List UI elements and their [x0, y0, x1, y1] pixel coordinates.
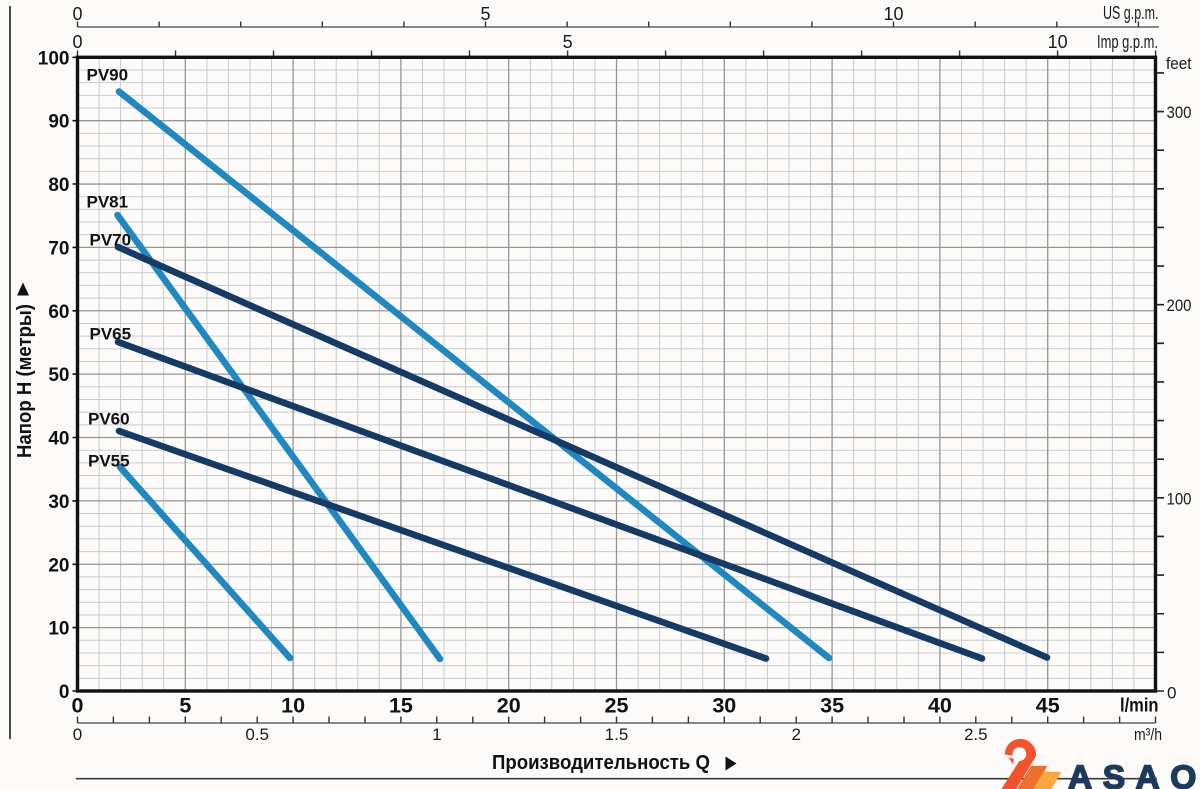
svg-text:300: 300 — [1167, 103, 1192, 122]
svg-text:PV90: PV90 — [87, 66, 129, 85]
svg-text:25: 25 — [605, 694, 629, 718]
svg-text:70: 70 — [48, 238, 69, 259]
svg-text:40: 40 — [928, 694, 952, 718]
svg-text:5: 5 — [563, 32, 573, 52]
svg-text:15: 15 — [389, 694, 413, 718]
svg-text:80: 80 — [48, 175, 69, 196]
svg-text:PV65: PV65 — [90, 325, 132, 344]
svg-text:30: 30 — [712, 694, 736, 718]
svg-text:0: 0 — [59, 682, 70, 703]
svg-text:20: 20 — [497, 694, 521, 718]
svg-text:10: 10 — [1048, 32, 1068, 52]
svg-text:30: 30 — [48, 492, 69, 513]
svg-text:200: 200 — [1167, 296, 1192, 315]
svg-text:0: 0 — [1167, 684, 1176, 703]
svg-text:Напор H (метры): Напор H (метры) — [14, 304, 36, 458]
svg-text:0: 0 — [72, 694, 84, 718]
svg-text:2.5: 2.5 — [964, 725, 988, 744]
svg-text:m³/h: m³/h — [1134, 725, 1162, 744]
svg-text:PV70: PV70 — [90, 231, 132, 250]
svg-text:50: 50 — [48, 365, 69, 386]
svg-text:feet: feet — [1166, 54, 1192, 73]
svg-text:5: 5 — [179, 694, 191, 718]
svg-text:35: 35 — [820, 694, 844, 718]
svg-text:PV55: PV55 — [88, 452, 130, 471]
svg-text:45: 45 — [1036, 694, 1060, 718]
svg-text:40: 40 — [48, 429, 69, 450]
svg-text:PV60: PV60 — [88, 410, 130, 429]
svg-text:10: 10 — [883, 4, 903, 24]
svg-text:2: 2 — [791, 725, 800, 744]
svg-text:0: 0 — [72, 32, 82, 52]
svg-text:PV81: PV81 — [87, 193, 129, 212]
svg-text:1.5: 1.5 — [605, 725, 629, 744]
svg-text:10: 10 — [281, 694, 305, 718]
svg-text:100: 100 — [1167, 489, 1192, 508]
svg-text:US g.p.m.: US g.p.m. — [1103, 3, 1159, 23]
svg-text:20: 20 — [48, 555, 69, 576]
svg-text:100: 100 — [38, 48, 70, 69]
svg-text:Imp g.p.m.: Imp g.p.m. — [1097, 32, 1158, 52]
svg-text:0: 0 — [72, 4, 82, 24]
svg-text:1: 1 — [432, 725, 441, 744]
svg-text:10: 10 — [48, 619, 69, 640]
svg-text:60: 60 — [48, 302, 69, 323]
svg-text:0.5: 0.5 — [245, 725, 269, 744]
svg-text:Производительность Q: Производительность Q — [492, 751, 710, 774]
svg-text:0: 0 — [73, 725, 82, 744]
svg-text:ASAO: ASAO — [1068, 760, 1200, 789]
svg-text:l/min: l/min — [1120, 695, 1159, 717]
svg-text:90: 90 — [48, 112, 69, 133]
svg-text:5: 5 — [480, 4, 490, 24]
